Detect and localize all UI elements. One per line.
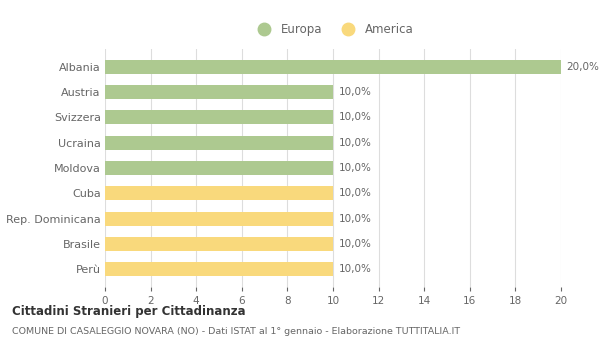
Text: Cittadini Stranieri per Cittadinanza: Cittadini Stranieri per Cittadinanza	[12, 304, 245, 317]
Text: 10,0%: 10,0%	[339, 87, 371, 97]
Bar	[105, 212, 333, 225]
Text: COMUNE DI CASALEGGIO NOVARA (NO) - Dati ISTAT al 1° gennaio - Elaborazione TUTTI: COMUNE DI CASALEGGIO NOVARA (NO) - Dati …	[12, 327, 460, 336]
Bar	[105, 186, 333, 200]
Text: 10,0%: 10,0%	[339, 188, 371, 198]
Text: 10,0%: 10,0%	[339, 239, 371, 249]
Bar	[105, 136, 333, 150]
Bar	[105, 85, 333, 99]
Bar	[105, 237, 333, 251]
Text: 10,0%: 10,0%	[339, 112, 371, 122]
Bar	[105, 161, 333, 175]
Text: 10,0%: 10,0%	[339, 214, 371, 224]
Bar	[105, 60, 561, 74]
Legend: Europa, America: Europa, America	[250, 21, 416, 38]
Text: 20,0%: 20,0%	[567, 62, 599, 72]
Text: 10,0%: 10,0%	[339, 264, 371, 274]
Text: 10,0%: 10,0%	[339, 138, 371, 148]
Text: 10,0%: 10,0%	[339, 163, 371, 173]
Bar	[105, 111, 333, 124]
Bar	[105, 262, 333, 276]
